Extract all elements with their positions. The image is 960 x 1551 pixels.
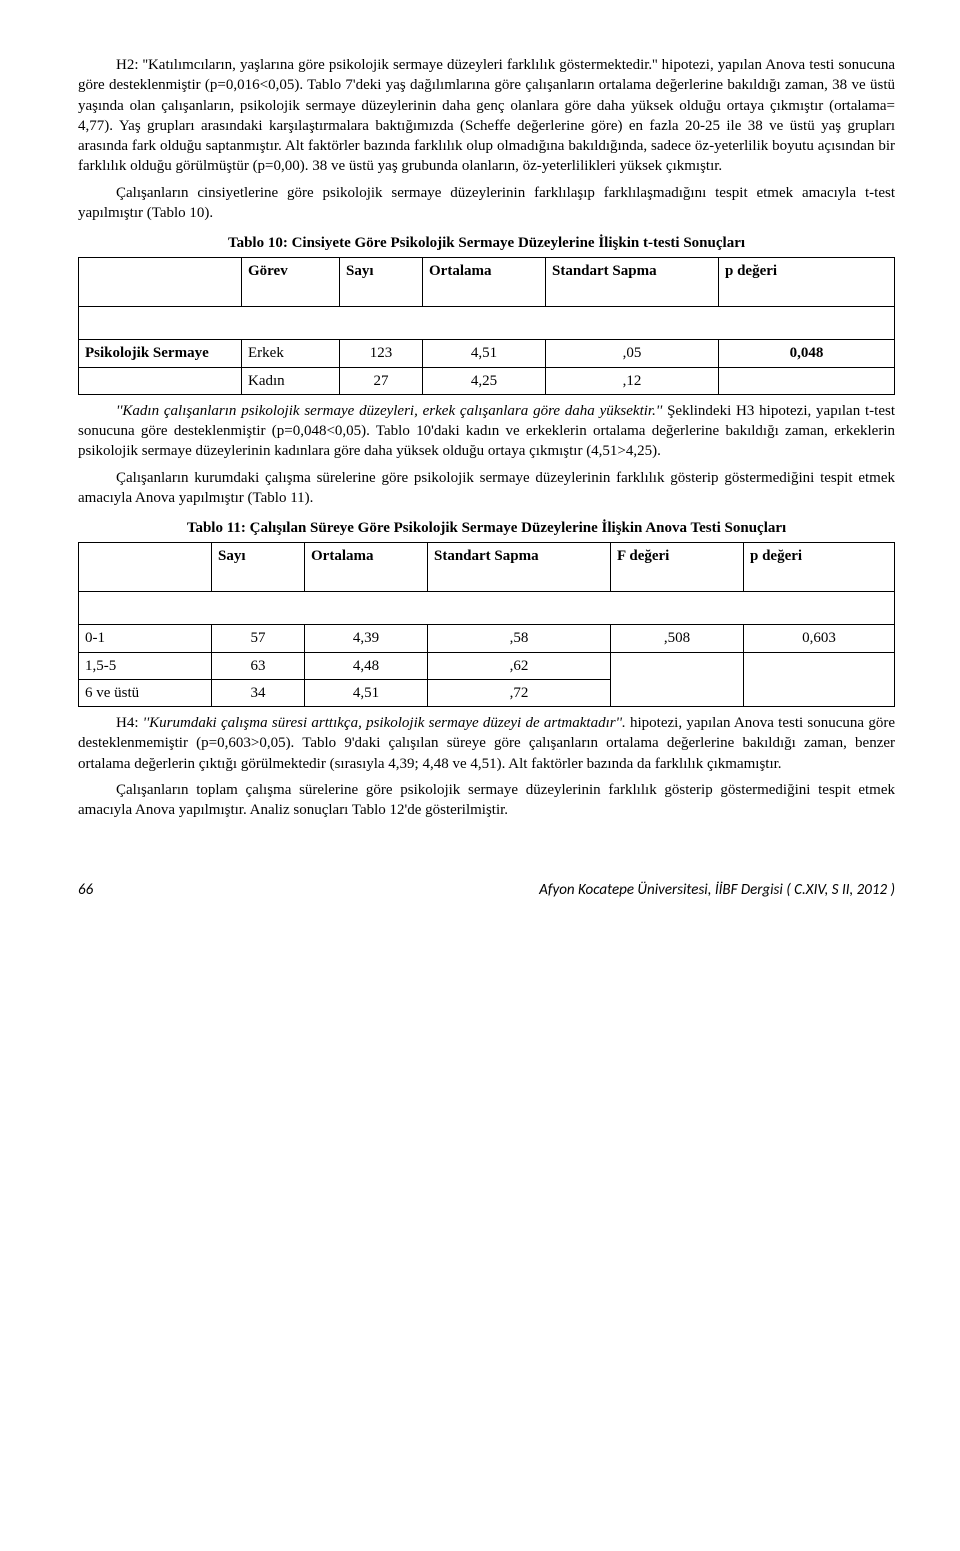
t11-r1-ort: 4,39 [305, 625, 428, 652]
table11-row-2: 1,5-5 63 4,48 ,62 [79, 652, 895, 679]
table11-spacer [79, 592, 895, 625]
table10-row-erkek: Psikolojik Sermaye Erkek 123 4,51 ,05 0,… [79, 340, 895, 367]
t10-r2-sayi: 27 [340, 367, 423, 394]
t11-r3-sap: ,72 [428, 679, 611, 706]
t11-r1-f: ,508 [611, 625, 744, 652]
t11-h-sap: Standart Sapma [428, 543, 611, 592]
t10-r2-ort: 4,25 [423, 367, 546, 394]
page-footer: 66 Afyon Kocatepe Üniversitesi, İİBF Der… [78, 880, 895, 900]
t10-h-sayi: Sayı [340, 258, 423, 307]
table10-row-kadin: Kadın 27 4,25 ,12 [79, 367, 895, 394]
t10-rowlabel: Psikolojik Sermaye [79, 340, 242, 367]
h3-quote: ''Kadın çalışanların psikolojik sermaye … [116, 403, 662, 419]
table10-header-row: Görev Sayı Ortalama Standart Sapma p değ… [79, 258, 895, 307]
t11-r1-sayi: 57 [212, 625, 305, 652]
paragraph-h4: H4: ''Kurumdaki çalışma süresi arttıkça,… [78, 713, 895, 774]
t11-h-sayi: Sayı [212, 543, 305, 592]
t11-r3-lbl: 6 ve üstü [79, 679, 212, 706]
t11-r2-sap: ,62 [428, 652, 611, 679]
t10-r1-sap: ,05 [546, 340, 719, 367]
footer-journal: Afyon Kocatepe Üniversitesi, İİBF Dergis… [539, 880, 895, 900]
table11-title: Tablo 11: Çalışılan Süreye Göre Psikoloj… [78, 518, 895, 538]
t11-r3-ort: 4,51 [305, 679, 428, 706]
table10-spacer [79, 307, 895, 340]
t11-r1-lbl: 0-1 [79, 625, 212, 652]
h4-quote: ''Kurumdaki çalışma süresi arttıkça, psi… [143, 715, 626, 731]
t11-r2-lbl: 1,5-5 [79, 652, 212, 679]
t10-r1-p: 0,048 [719, 340, 895, 367]
t11-h-f: F değeri [611, 543, 744, 592]
t10-r1-gorev: Erkek [242, 340, 340, 367]
table11-row-1: 0-1 57 4,39 ,58 ,508 0,603 [79, 625, 895, 652]
t11-r1-sap: ,58 [428, 625, 611, 652]
t11-r2-ort: 4,48 [305, 652, 428, 679]
paragraph-cinsiyet-intro: Çalışanların cinsiyetlerine göre psikolo… [78, 183, 895, 224]
footer-page-number: 66 [78, 880, 93, 900]
t11-r3-sayi: 34 [212, 679, 305, 706]
table-11: Sayı Ortalama Standart Sapma F değeri p … [78, 542, 895, 707]
t11-r2-sayi: 63 [212, 652, 305, 679]
t10-h-gorev: Görev [242, 258, 340, 307]
table11-header-row: Sayı Ortalama Standart Sapma F değeri p … [79, 543, 895, 592]
t10-r2-gorev: Kadın [242, 367, 340, 394]
paragraph-h2: H2: ''Katılımcıların, yaşlarına göre psi… [78, 55, 895, 177]
t11-h-p: p değeri [744, 543, 895, 592]
t10-h-sapma: Standart Sapma [546, 258, 719, 307]
t10-r1-sayi: 123 [340, 340, 423, 367]
t11-h-ort: Ortalama [305, 543, 428, 592]
t10-h-p: p değeri [719, 258, 895, 307]
paragraph-toplam-sure: Çalışanların toplam çalışma sürelerine g… [78, 780, 895, 821]
t10-r1-ort: 4,51 [423, 340, 546, 367]
table-10: Görev Sayı Ortalama Standart Sapma p değ… [78, 257, 895, 395]
table10-title: Tablo 10: Cinsiyete Göre Psikolojik Serm… [78, 233, 895, 253]
paragraph-sure-intro: Çalışanların kurumdaki çalışma sürelerin… [78, 468, 895, 509]
t10-h-ortalama: Ortalama [423, 258, 546, 307]
paragraph-h3: ''Kadın çalışanların psikolojik sermaye … [78, 401, 895, 462]
t10-r2-sap: ,12 [546, 367, 719, 394]
h4-lead: H4: [116, 715, 139, 731]
t11-r1-p: 0,603 [744, 625, 895, 652]
